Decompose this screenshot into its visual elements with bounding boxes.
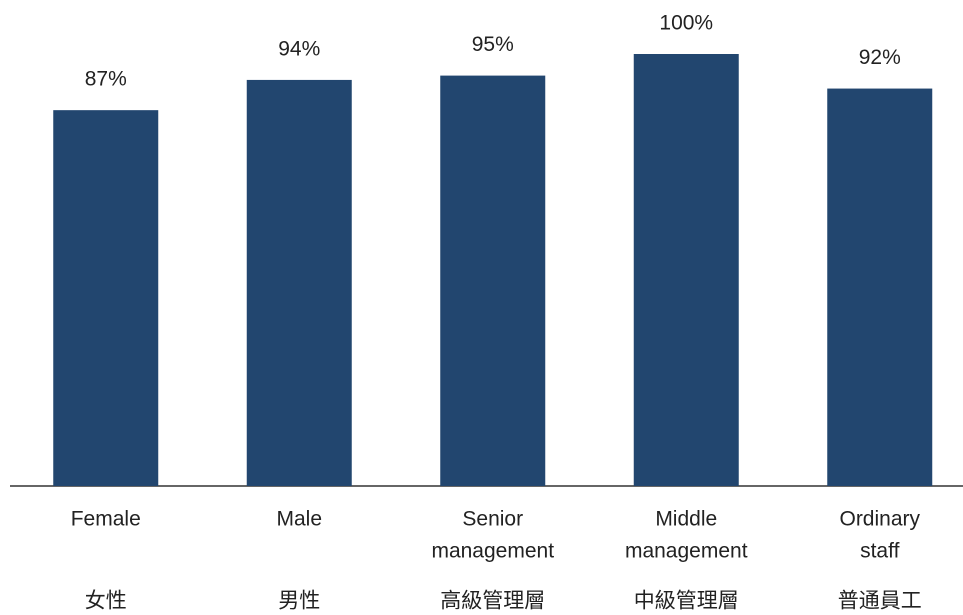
x-tick-label: 高級管理層 (440, 590, 545, 613)
x-tick-label: 女性 (85, 590, 127, 613)
x-tick-label: 男性 (278, 590, 320, 613)
x-tick-label: staff (860, 540, 899, 563)
bar (440, 75, 546, 486)
x-tick-label: management (431, 540, 554, 563)
x-tick-label: 普通員工 (838, 590, 922, 613)
bar (53, 110, 159, 486)
value-label: 94% (278, 37, 320, 60)
bar (633, 54, 739, 486)
bar (827, 88, 933, 486)
x-tick-label: Middle (655, 508, 717, 531)
x-tick-label: Senior (462, 508, 523, 531)
x-tick-label: Ordinary (839, 508, 920, 531)
value-label: 95% (472, 33, 514, 56)
value-label: 100% (659, 12, 713, 35)
x-tick-label: management (625, 540, 748, 563)
x-tick-label: Male (276, 508, 322, 531)
x-tick-label: Female (71, 508, 141, 531)
x-tick-label: 中級管理層 (634, 590, 739, 613)
value-label: 92% (859, 46, 901, 69)
bar (246, 79, 352, 487)
value-label: 87% (85, 68, 127, 91)
